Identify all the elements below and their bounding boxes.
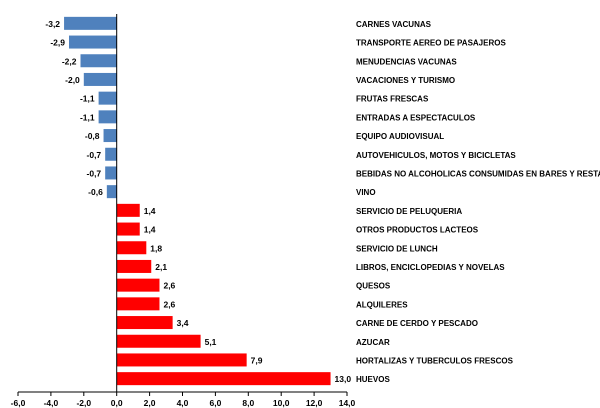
data-label: -3,2 (45, 19, 60, 29)
category-label: CARNES VACUNAS (356, 20, 432, 29)
x-tick-label: -6,0 (11, 398, 26, 408)
bar (116, 316, 173, 330)
category-label: CARNE DE CERDO Y PESCADO (356, 319, 478, 328)
category-label: AZUCAR (356, 338, 390, 347)
x-tick-labels-group: -6,0 -4,0 -2,0 0,0 2,0 4,0 6,0 8,0 10,0 12,0 14,0 (11, 392, 356, 408)
data-label: 13,0 (335, 374, 352, 384)
category-label: QUESOS (356, 282, 391, 291)
category-label: TRANSPORTE AEREO DE PASAJEROS (356, 39, 506, 48)
x-tick-label: -2,0 (76, 398, 91, 408)
bar (116, 372, 331, 386)
category-label: FRUTAS FRESCAS (356, 95, 429, 104)
bar (116, 203, 140, 217)
x-tick-label: 10,0 (273, 398, 290, 408)
bar (116, 278, 160, 292)
category-label: VACACIONES Y TURISMO (356, 76, 455, 85)
bar (116, 259, 152, 273)
category-label: ALQUILERES (356, 300, 408, 309)
bar (80, 54, 117, 68)
data-label: -2,9 (50, 38, 65, 48)
bar (116, 297, 160, 311)
x-tick-label: 0,0 (111, 398, 123, 408)
category-label: AUTOVEHICULOS, MOTOS Y BICICLETAS (356, 151, 516, 160)
x-tick-label: 14,0 (339, 398, 356, 408)
data-label: 5,1 (205, 337, 217, 347)
bar (116, 353, 247, 367)
bars-group (64, 16, 331, 386)
bar (68, 35, 117, 49)
bar (105, 147, 117, 161)
x-tick-label: 2,0 (144, 398, 156, 408)
bar (64, 16, 117, 30)
category-label: SERVICIO DE PELUQUERIA (356, 207, 462, 216)
category-label: HORTALIZAS Y TUBERCULOS FRESCOS (356, 356, 514, 365)
category-label: MENUDENCIAS VACUNAS (356, 57, 457, 66)
x-tick-label: 6,0 (209, 398, 221, 408)
data-label: -0,7 (87, 168, 102, 178)
bar (98, 110, 117, 124)
x-tick-label: -4,0 (44, 398, 59, 408)
data-label: -0,8 (85, 131, 100, 141)
data-label: 1,8 (150, 243, 162, 253)
data-label: -1,1 (80, 94, 95, 104)
bar (98, 91, 117, 105)
category-label: OTROS PRODUCTOS LACTEOS (356, 226, 479, 235)
data-label: -2,2 (62, 56, 77, 66)
bar (83, 72, 117, 86)
data-label: -0,6 (88, 187, 103, 197)
category-label: HUEVOS (356, 375, 390, 384)
bar (106, 185, 117, 199)
bar (116, 334, 201, 348)
category-label: VINO (356, 188, 376, 197)
bar (105, 166, 117, 180)
data-label: 2,1 (155, 262, 167, 272)
x-tick-label: 8,0 (242, 398, 254, 408)
bar (116, 241, 147, 255)
value-labels-group: -3,2-2,9-2,2-2,0-1,1-1,1-0,8-0,7-0,7-0,6… (45, 19, 351, 384)
data-label: 2,6 (163, 299, 175, 309)
bar (103, 129, 117, 143)
data-label: 2,6 (163, 281, 175, 291)
data-label: -2,0 (65, 75, 80, 85)
bar (116, 222, 140, 236)
category-labels-group: CARNES VACUNAS TRANSPORTE AEREO DE PASAJE… (356, 20, 600, 384)
data-label: -0,7 (87, 150, 102, 160)
category-label: ENTRADAS A ESPECTACULOS (356, 113, 476, 122)
category-label: SERVICIO DE LUNCH (356, 244, 438, 253)
category-label: LIBROS, ENCICLOPEDIAS Y NOVELAS (356, 263, 505, 272)
data-label: 7,9 (251, 355, 263, 365)
data-label: 1,4 (144, 206, 156, 216)
category-label: BEBIDAS NO ALCOHOLICAS CONSUMIDAS EN BAR… (356, 169, 600, 178)
x-tick-label: 4,0 (177, 398, 189, 408)
x-tick-label: 12,0 (306, 398, 323, 408)
data-label: 1,4 (144, 225, 156, 235)
category-label: EQUIPO AUDIOVISUAL (356, 132, 444, 141)
data-label: 3,4 (177, 318, 189, 328)
data-label: -1,1 (80, 112, 95, 122)
